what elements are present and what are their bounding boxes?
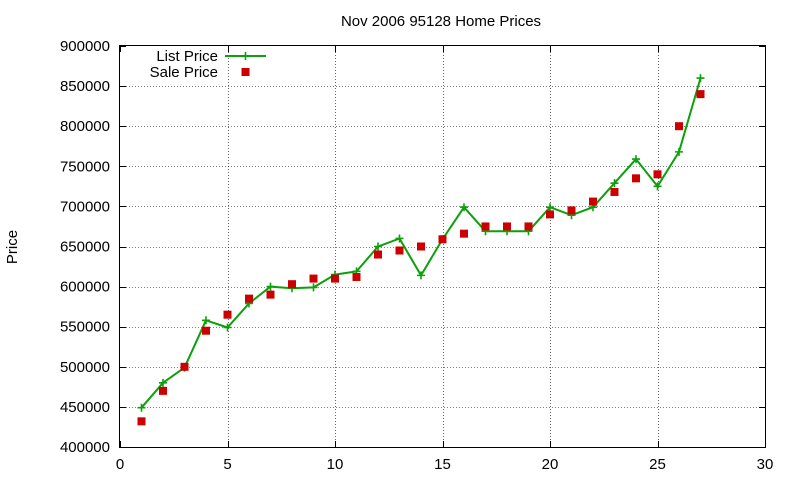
y-tick-label: 650000 (60, 239, 110, 256)
data-point-square (331, 274, 339, 283)
x-tick-label: 25 (649, 456, 666, 473)
data-point-square (137, 417, 146, 426)
ticks: 0 5 10 15 20 25 30 400000 450000 500000 550000 6000… (60, 38, 773, 473)
data-point-plus (395, 234, 404, 243)
data-point-square (460, 229, 468, 238)
data-point-square (352, 272, 361, 281)
legend-label: Sale Price (150, 64, 218, 81)
data-point-square (546, 210, 554, 219)
data-point-square (503, 222, 511, 231)
data-point-plus (159, 378, 167, 387)
data-point-plus (696, 74, 705, 83)
data-point-plus (610, 179, 619, 188)
grid (120, 46, 765, 447)
data-point-plus (417, 271, 425, 280)
x-tick-label: 5 (223, 456, 231, 473)
y-tick-label: 600000 (60, 279, 110, 296)
data-point-square (438, 235, 447, 244)
data-point-square (223, 310, 232, 319)
data-point-square (481, 222, 490, 231)
y-tick-label: 900000 (60, 38, 110, 55)
y-tick-label: 400000 (60, 439, 110, 456)
data-point-square (309, 274, 318, 283)
data-point-square (417, 242, 425, 251)
data-point-square (632, 174, 640, 183)
series-1 (137, 90, 705, 426)
data-point-plus (223, 323, 232, 332)
legend-label: List Price (156, 48, 218, 65)
data-point-plus (460, 203, 468, 212)
data-point-square (567, 206, 576, 215)
data-point-plus (546, 203, 554, 212)
x-tick-label: 10 (327, 456, 344, 473)
data-point-square (180, 362, 189, 371)
plot-frame (119, 45, 766, 448)
data-point-square (266, 290, 275, 299)
y-tick-label: 850000 (60, 78, 110, 95)
data-point-square (589, 197, 597, 206)
data-point-square (524, 222, 533, 231)
legend-plus-swatch (241, 52, 250, 60)
data-point-plus (374, 242, 382, 251)
data-point-square (159, 386, 167, 395)
y-tick-label: 450000 (60, 399, 110, 416)
data-point-plus (309, 283, 318, 292)
data-point-plus (675, 147, 683, 156)
x-tick-label: 15 (434, 456, 451, 473)
y-tick-label: 750000 (60, 158, 110, 175)
data-point-square (202, 326, 210, 335)
y-tick-label: 700000 (60, 198, 110, 215)
data-point-square (653, 170, 662, 179)
data-point-square (610, 187, 619, 196)
data-point-square (245, 294, 253, 303)
data-point-square (675, 122, 683, 131)
data-point-square (374, 250, 382, 259)
plot-series (137, 74, 705, 426)
y-tick-label: 550000 (60, 319, 110, 336)
data-point-square (696, 90, 705, 99)
y-axis-label: Price (4, 230, 21, 264)
data-point-plus (202, 316, 210, 325)
data-point-plus (137, 403, 146, 412)
legend-square-swatch (241, 68, 250, 76)
y-tick-label: 500000 (60, 359, 110, 376)
y-tick-label: 800000 (60, 118, 110, 135)
x-tick-label: 20 (542, 456, 559, 473)
data-point-plus (653, 182, 662, 191)
data-point-plus (266, 282, 275, 291)
x-tick-label: 0 (116, 456, 124, 473)
chart-title: Nov 2006 95128 Home Prices (341, 13, 541, 30)
data-point-square (288, 280, 296, 289)
x-tick-label: 30 (757, 456, 774, 473)
data-point-square (395, 246, 404, 255)
data-point-plus (632, 155, 640, 164)
